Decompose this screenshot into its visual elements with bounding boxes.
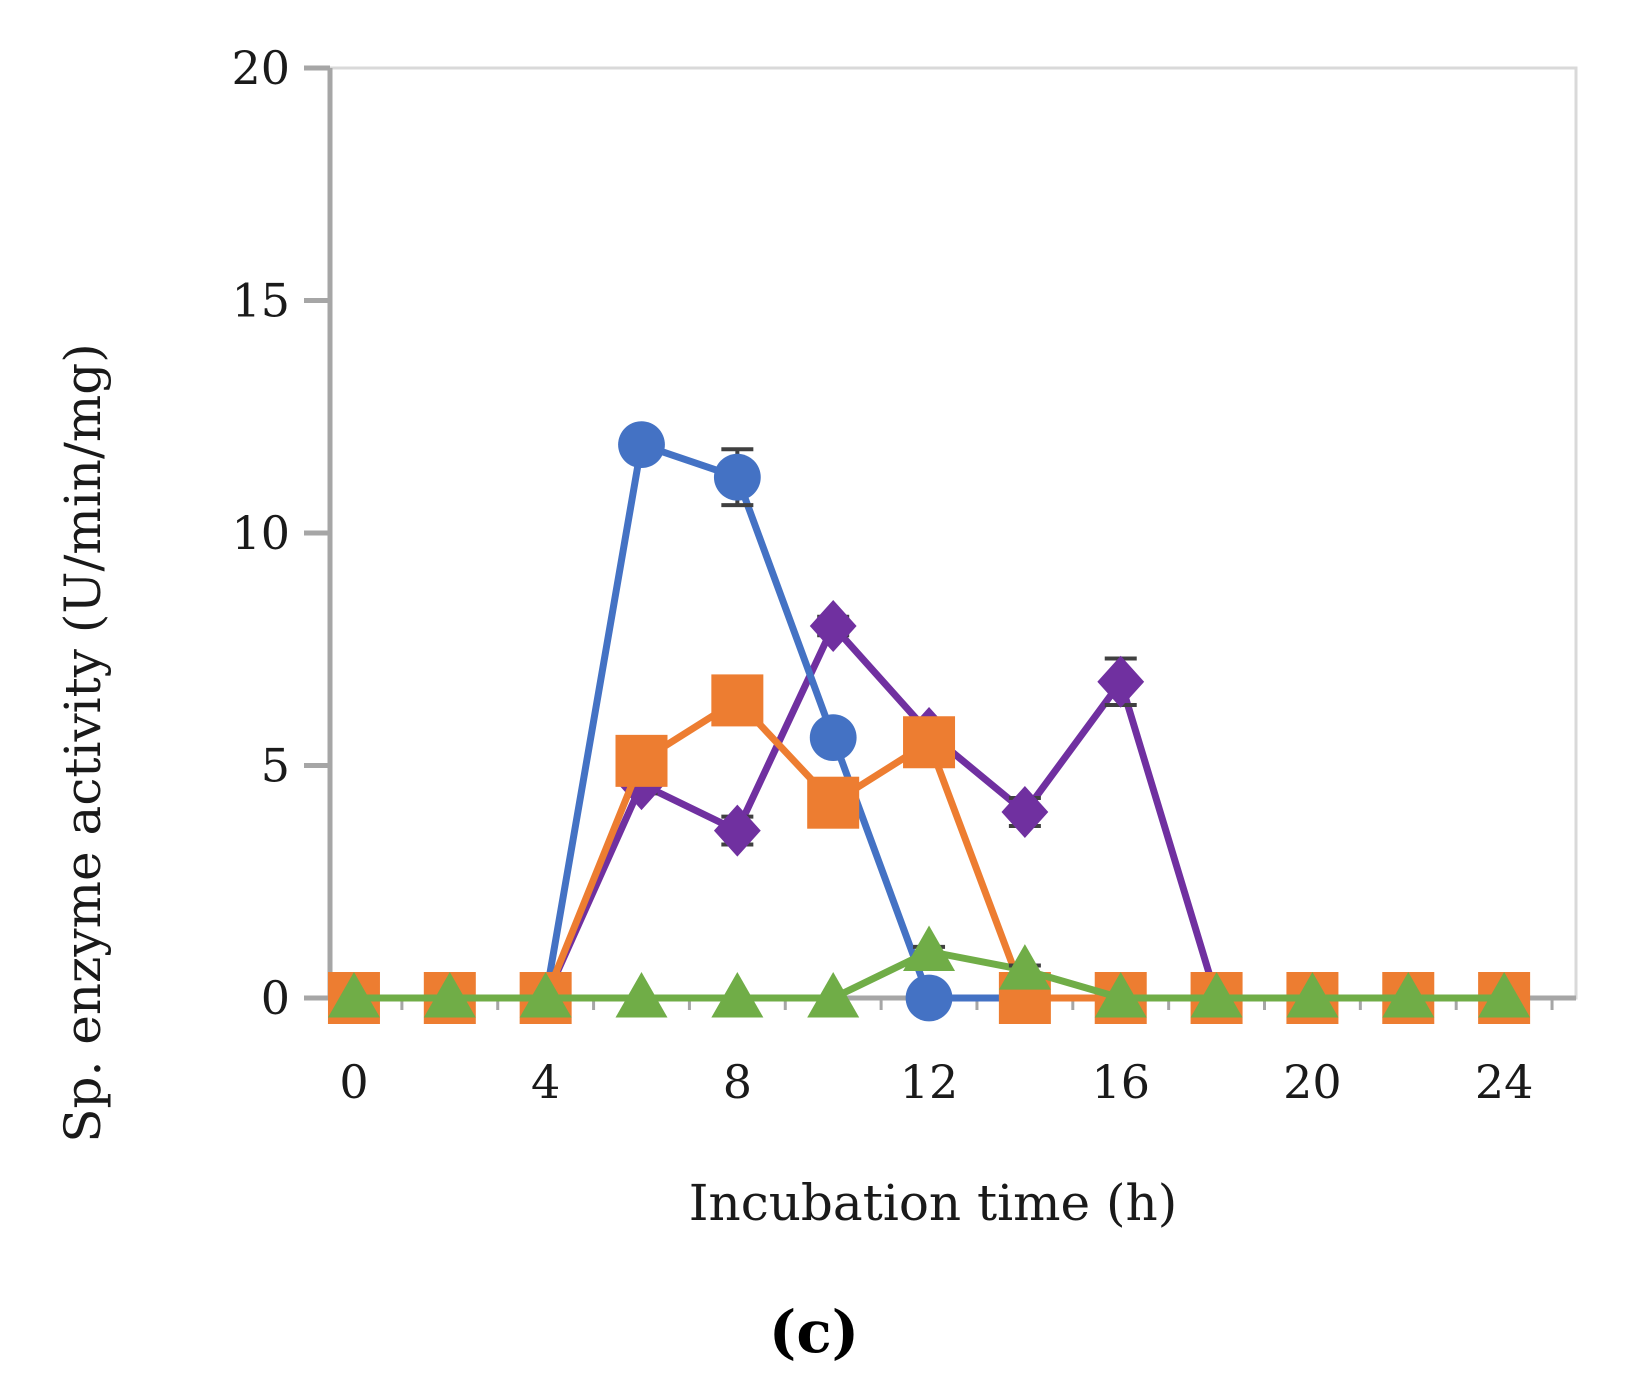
y-tick-label: 10 xyxy=(231,506,290,560)
data-point-circle xyxy=(713,453,761,501)
series-layer xyxy=(327,421,1531,1024)
data-point-diamond xyxy=(809,600,857,652)
data-point-triangle xyxy=(903,925,956,971)
data-point-square xyxy=(807,776,860,829)
series-green xyxy=(327,925,1531,1018)
data-point-square xyxy=(903,716,956,769)
data-point-diamond xyxy=(713,804,761,857)
y-tick-label: 0 xyxy=(261,971,290,1025)
data-point-triangle xyxy=(711,972,764,1018)
x-tick-label: 24 xyxy=(1475,1055,1534,1109)
data-point-triangle xyxy=(1286,972,1339,1018)
data-point-triangle xyxy=(1382,972,1435,1018)
data-point-diamond xyxy=(1001,786,1049,838)
data-point-triangle xyxy=(423,972,476,1018)
data-point-square xyxy=(711,674,764,727)
data-point-triangle xyxy=(807,972,860,1018)
y-tick-label: 20 xyxy=(231,41,290,95)
data-point-triangle xyxy=(1094,972,1147,1018)
data-point-circle xyxy=(905,974,953,1022)
data-point-triangle xyxy=(1190,972,1243,1018)
data-point-triangle xyxy=(327,972,380,1018)
x-tick-label: 8 xyxy=(723,1055,752,1109)
data-point-circle xyxy=(809,714,857,761)
x-tick-label: 4 xyxy=(531,1055,560,1109)
y-tick-label: 5 xyxy=(261,739,290,793)
x-tick-label: 20 xyxy=(1283,1055,1342,1109)
data-point-circle xyxy=(618,421,665,469)
data-point-triangle xyxy=(615,972,668,1018)
x-axis-title: Incubation time (h) xyxy=(689,1174,1177,1232)
data-point-triangle xyxy=(998,944,1051,990)
x-tick-label: 0 xyxy=(339,1055,368,1109)
y-tick-label: 15 xyxy=(231,274,290,328)
data-point-diamond xyxy=(1097,655,1145,708)
data-point-square xyxy=(615,734,668,787)
panel-label: (c) xyxy=(769,1298,859,1366)
y-axis-title: Sp. enzyme activity (U/min/mg) xyxy=(54,343,112,1143)
x-tick-label: 12 xyxy=(900,1055,959,1109)
data-point-triangle xyxy=(519,972,572,1018)
x-tick-label: 16 xyxy=(1091,1055,1150,1109)
data-point-triangle xyxy=(1478,972,1531,1018)
